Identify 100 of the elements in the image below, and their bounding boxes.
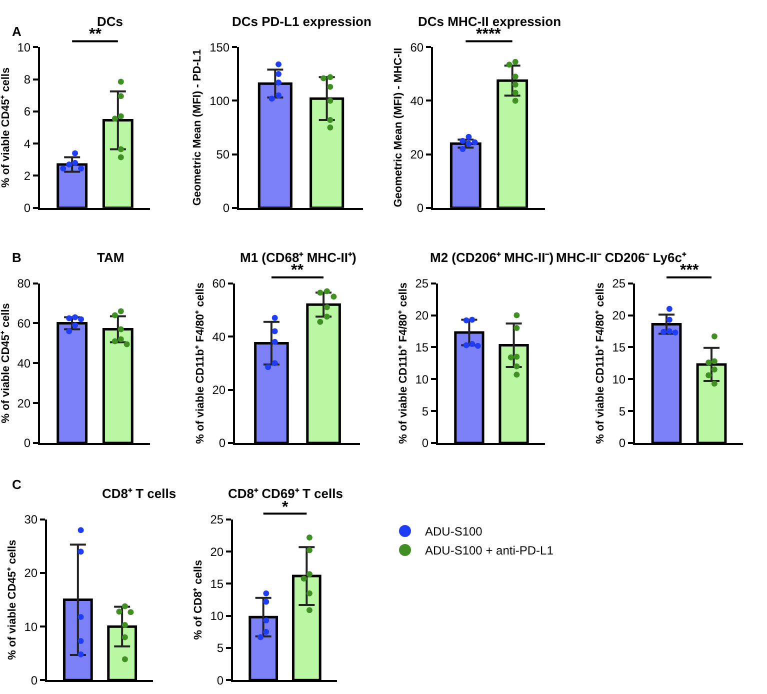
y-axis-title: % of viable CD11b⁺ F4/80⁺ cells: [194, 282, 206, 444]
y-tick-label: 20: [212, 382, 226, 397]
y-tick-label: 40: [410, 94, 424, 108]
y-tick-label: 60: [410, 40, 424, 54]
chart-title: M2 (CD206⁺ MHC-II⁻): [430, 250, 554, 265]
point: [122, 656, 128, 662]
y-tick-label: 10: [17, 40, 31, 54]
y-tick-label: 60: [212, 276, 226, 291]
y-axis-title: % of viable CD11b⁺ F4/80⁺ cells: [397, 282, 410, 444]
point: [272, 338, 278, 345]
y-tick-label: 2: [24, 168, 31, 183]
point: [666, 328, 672, 334]
y-tick-label: 10: [24, 620, 38, 634]
y-axis-title: Geometric Mean (MFI) - MHC-II: [392, 48, 404, 208]
point: [512, 90, 518, 96]
point: [711, 366, 718, 373]
point: [118, 93, 124, 100]
point: [327, 74, 334, 80]
y-tick-label: 4: [24, 136, 31, 151]
point: [263, 628, 270, 635]
chart-title: CD8⁺ T cells: [102, 486, 176, 501]
point: [711, 333, 718, 340]
y-tick-label: 5: [216, 641, 224, 656]
y-tick-label: 80: [17, 276, 31, 291]
y-tick-label: 0: [422, 436, 429, 450]
point: [469, 341, 476, 347]
point: [118, 154, 124, 160]
y-tick-label: 5: [422, 404, 429, 418]
y-axis-title: % of viable CD45⁺ cells: [0, 67, 12, 188]
chart-title: CD8⁺ CD69⁺ T cells: [228, 486, 343, 501]
point: [118, 113, 124, 120]
point: [72, 160, 78, 166]
y-tick-label: 15: [612, 340, 626, 354]
y-tick-label: 150: [210, 40, 230, 54]
y-tick-label: 15: [210, 576, 224, 591]
point: [78, 651, 84, 658]
y-tick-label: 0: [416, 201, 424, 216]
text: *: [282, 499, 289, 516]
point: [327, 117, 334, 124]
point: [666, 306, 672, 312]
chart-title: DCs MHC-II expression: [418, 14, 562, 29]
point: [72, 150, 78, 156]
y-tick-label: 20: [210, 544, 224, 559]
y-tick-label: 30: [24, 512, 38, 527]
point: [272, 360, 278, 366]
point: [118, 146, 124, 152]
point: [327, 124, 334, 131]
y-tick-label: 25: [415, 276, 429, 291]
y-tick-label: 20: [415, 308, 429, 322]
y-tick-label: 0: [222, 201, 230, 216]
y-tick-label: 10: [612, 372, 626, 386]
point: [711, 380, 718, 387]
chart-title: TAM: [97, 250, 124, 265]
point: [514, 372, 520, 378]
point: [306, 547, 312, 554]
point: [466, 134, 472, 140]
y-tick-label: 8: [24, 72, 31, 87]
point: [276, 61, 282, 68]
y-tick-label: 0: [216, 673, 224, 688]
point: [512, 74, 518, 80]
point: [514, 354, 520, 360]
point: [324, 304, 330, 310]
point: [306, 534, 312, 540]
point: [306, 571, 312, 578]
y-tick-label: 15: [415, 340, 429, 354]
text: **: [89, 26, 102, 43]
chart-title: DCs PD-L1 expression: [232, 14, 372, 29]
y-tick-label: 0: [30, 673, 38, 688]
y-tick-label: 50: [216, 148, 230, 162]
y-tick-label: 20: [410, 148, 424, 162]
point: [272, 314, 278, 321]
y-tick-label: 40: [212, 330, 226, 344]
point: [272, 328, 278, 334]
y-axis-title: % of CD8⁺ cells: [192, 560, 204, 640]
point: [263, 598, 270, 605]
point: [276, 92, 282, 98]
text: ****: [476, 26, 502, 43]
y-tick-label: 25: [612, 276, 626, 291]
point: [466, 140, 472, 147]
point: [512, 82, 518, 88]
y-tick-label: 0: [218, 436, 226, 450]
point: [327, 84, 334, 90]
point: [666, 316, 672, 323]
point: [276, 70, 282, 77]
point: [324, 314, 330, 320]
point: [276, 80, 282, 86]
point: [327, 98, 334, 104]
y-tick-label: 10: [415, 372, 429, 386]
point: [306, 607, 312, 614]
y-axis-title: Geometric Mean (MFI) - PD-L1: [192, 49, 204, 206]
point: [514, 325, 520, 332]
point: [122, 634, 128, 640]
point: [78, 614, 84, 620]
y-axis-title: % of viable CD11b⁺ F4/80⁺ cells: [594, 282, 606, 444]
y-tick-label: 20: [24, 566, 38, 580]
point: [512, 58, 518, 65]
point: [711, 358, 718, 364]
point: [78, 548, 84, 555]
legend-label: ADU-S100: [425, 524, 483, 539]
y-tick-label: 20: [17, 396, 31, 410]
